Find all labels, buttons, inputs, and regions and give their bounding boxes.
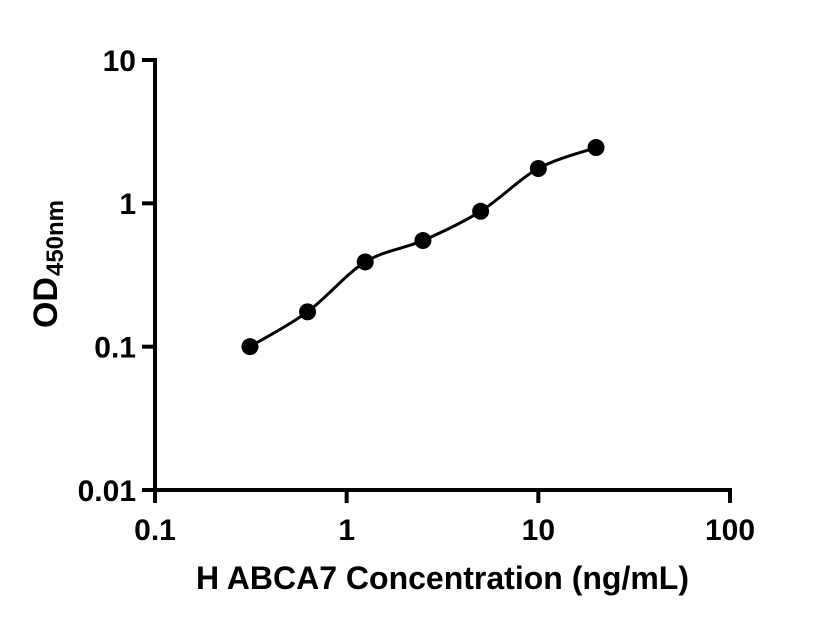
y-axis-title: OD450nm [23,114,69,414]
data-point [241,338,259,356]
data-point [414,232,432,250]
y-tick-label: 1 [119,188,136,221]
data-point [529,159,547,177]
axis-spines [153,58,732,492]
y-tick-label: 0.01 [78,475,136,508]
y-tick-label: 0.1 [94,331,136,364]
data-point [299,303,317,321]
x-tick-label: 10 [522,514,555,547]
data-point [472,202,490,220]
y-tick-label: 10 [103,45,136,78]
x-tick-label: 1 [338,514,355,547]
data-point [587,139,605,157]
x-tick-label: 100 [705,514,755,547]
data-point [356,253,374,271]
y-axis-title-subscript: 450nm [42,199,69,277]
x-axis-title: H ABCA7 Concentration (ng/mL) [195,560,689,596]
x-tick-label: 0.1 [134,514,176,547]
y-axis-title-main: OD [27,277,65,329]
